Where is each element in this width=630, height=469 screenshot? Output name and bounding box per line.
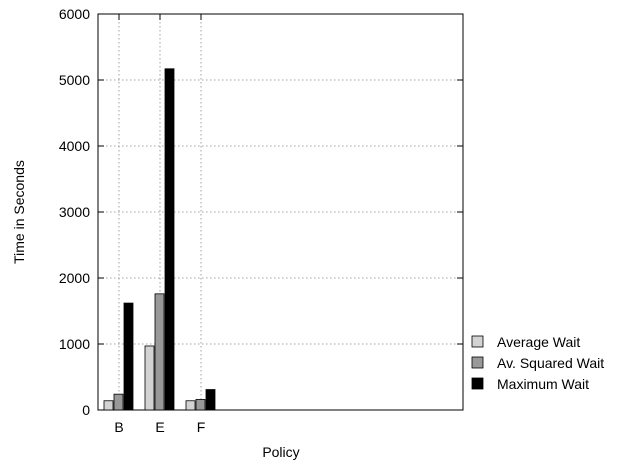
bar-average-wait [144,345,155,411]
bar-average-wait [103,400,114,411]
legend-swatch [471,335,484,348]
bar-av-squared-wait [154,293,165,411]
x-tick-label: E [155,419,164,435]
bar-maximum-wait [205,389,216,411]
legend-swatch [471,377,484,390]
legend-label: Maximum Wait [497,376,589,392]
y-tick-label: 1000 [59,336,90,352]
bar-av-squared-wait [113,393,124,411]
y-axis-label: Time in Seconds [11,160,27,264]
x-axis-label: Policy [262,444,299,460]
y-tick-label: 3000 [59,204,90,220]
y-axis-ticks: 0 1000 2000 3000 4000 5000 6000 [59,6,463,418]
y-tick-label: 4000 [59,138,90,154]
bar-maximum-wait [123,302,134,411]
y-tick-label: 2000 [59,270,90,286]
y-tick-label: 6000 [59,6,90,22]
bar-maximum-wait [164,68,175,411]
bar-average-wait [185,400,196,411]
bars [103,68,216,411]
legend-swatch [471,356,484,369]
legend-label: Average Wait [497,334,580,350]
legend-label: Av. Squared Wait [497,355,604,371]
x-tick-label: B [114,419,123,435]
y-tick-label: 5000 [59,72,90,88]
y-tick-label: 0 [82,402,90,418]
bar-av-squared-wait [195,399,206,411]
x-tick-label: F [197,419,206,435]
legend: Average Wait Av. Squared Wait Maximum Wait [471,334,604,392]
